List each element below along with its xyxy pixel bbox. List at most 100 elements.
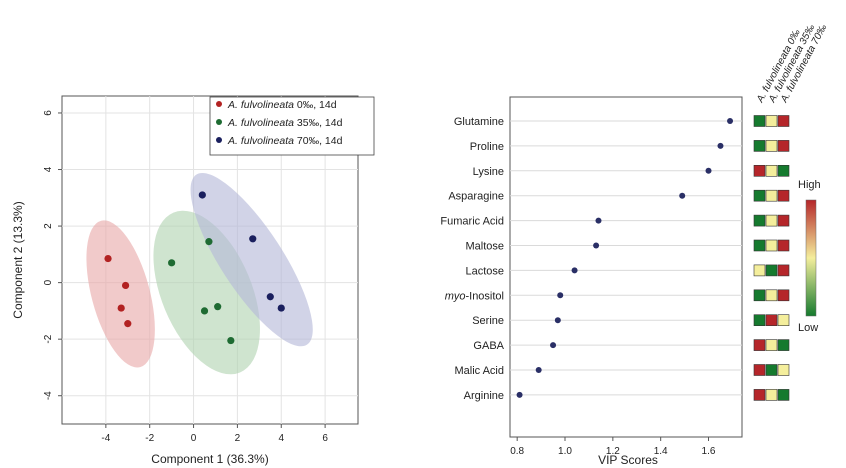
heatmap-cell bbox=[765, 339, 778, 351]
vip-point bbox=[727, 118, 734, 124]
legend-entry: A. fulvolineata 0‰, 14d bbox=[227, 99, 337, 111]
legend-entry: A. fulvolineata 70‰, 14d bbox=[227, 135, 343, 147]
heatmap-cell bbox=[765, 364, 778, 376]
vip-point bbox=[554, 317, 561, 324]
confidence-ellipse bbox=[190, 172, 313, 347]
metabolite-label: Arginine bbox=[464, 390, 504, 402]
heatmap-cell bbox=[753, 364, 766, 376]
legend-marker bbox=[216, 101, 222, 107]
metabolite-label: Glutamine bbox=[454, 116, 504, 128]
data-point bbox=[227, 336, 235, 345]
colorbar-gradient bbox=[805, 199, 817, 317]
legend-box bbox=[209, 96, 375, 156]
vip-point bbox=[705, 167, 712, 174]
x-tick-label: -2 bbox=[145, 433, 154, 444]
pca-panel: -4 -2 0 2 4 6 -4 -2 0 2 4 6 Component 1 (36.3%) Co… bbox=[11, 95, 375, 466]
vip-x-axis-label: VIP Scores bbox=[598, 453, 658, 467]
heatmap-cell bbox=[777, 214, 790, 227]
vip-point bbox=[557, 292, 564, 299]
vip-point bbox=[717, 142, 724, 149]
colorbar: High Low bbox=[798, 179, 821, 334]
data-point bbox=[121, 281, 130, 290]
heatmap-cell bbox=[753, 214, 766, 227]
heatmap-cell bbox=[753, 140, 766, 152]
x-tick-label: 1.6 bbox=[702, 446, 716, 457]
data-point bbox=[205, 238, 213, 246]
heatmap-cell bbox=[777, 389, 790, 401]
data-point bbox=[214, 303, 222, 311]
heatmap-cell bbox=[777, 264, 790, 277]
y-tick-label: 0 bbox=[43, 279, 54, 285]
vip-plot-area bbox=[509, 96, 743, 438]
data-point bbox=[104, 254, 112, 263]
vip-rows: Glutamine Proline Lysine Asparagine Fumaric … bbox=[440, 116, 742, 402]
metabolite-label: Lysine bbox=[473, 166, 504, 178]
vip-point bbox=[595, 217, 602, 224]
heatmap-cell bbox=[753, 189, 766, 202]
heatmap-cell bbox=[765, 289, 778, 302]
x-tick-label: 0 bbox=[191, 433, 197, 444]
heatmap-cell bbox=[753, 239, 766, 252]
heatmap-cell bbox=[753, 339, 766, 351]
pca-y-ticks: -4 -2 0 2 4 6 bbox=[43, 110, 62, 400]
vip-x-ticks: 0.8 1.0 1.2 1.4 1.6 bbox=[510, 437, 716, 457]
y-tick-label: -2 bbox=[43, 334, 54, 343]
heatmap-cell bbox=[777, 339, 790, 351]
x-tick-label: -4 bbox=[101, 433, 110, 444]
heatmap-cell bbox=[777, 165, 790, 177]
pca-x-ticks: -4 -2 0 2 4 6 bbox=[101, 424, 328, 444]
heatmap-cell bbox=[753, 115, 766, 127]
heatmap-cell bbox=[777, 289, 790, 302]
vip-point bbox=[535, 367, 542, 373]
heatmap-cell bbox=[765, 389, 778, 401]
x-tick-label: 2 bbox=[235, 433, 241, 444]
colorbar-high-label: High bbox=[798, 179, 821, 191]
metabolite-label: Lactose bbox=[465, 265, 504, 277]
vip-point bbox=[571, 267, 578, 274]
metabolite-label: Maltose bbox=[465, 241, 504, 253]
metabolite-label: Serine bbox=[472, 315, 504, 327]
heatmap-cell bbox=[753, 389, 766, 401]
y-tick-label: 4 bbox=[43, 166, 54, 172]
y-tick-label: -4 bbox=[43, 391, 54, 400]
data-point bbox=[168, 259, 176, 267]
heatmap-cell bbox=[777, 140, 790, 152]
pca-x-axis-label: Component 1 (36.3%) bbox=[151, 452, 268, 466]
heatmap-cell bbox=[765, 314, 778, 327]
data-point bbox=[117, 304, 125, 312]
vip-point bbox=[593, 242, 600, 249]
x-tick-label: 1.4 bbox=[654, 446, 668, 457]
heatmap-cell bbox=[765, 264, 778, 277]
data-point bbox=[277, 304, 285, 312]
metabolite-label: Proline bbox=[470, 141, 504, 153]
heatmap-cell bbox=[765, 115, 778, 127]
heatmap-cell bbox=[753, 289, 766, 302]
data-point bbox=[266, 293, 274, 301]
heatmap-cell bbox=[753, 314, 766, 327]
data-point bbox=[124, 320, 132, 328]
heatmap-cell bbox=[765, 239, 778, 252]
x-tick-label: 1.0 bbox=[558, 446, 572, 457]
vip-point bbox=[679, 192, 686, 199]
metabolite-label: Malic Acid bbox=[454, 365, 504, 377]
metabolite-label: Fumaric Acid bbox=[440, 216, 504, 228]
data-point bbox=[249, 235, 257, 243]
heatmap-cell bbox=[753, 165, 766, 177]
legend-marker bbox=[216, 119, 222, 125]
data-point bbox=[198, 191, 206, 199]
x-tick-label: 4 bbox=[278, 433, 284, 444]
heatmap-cell bbox=[765, 140, 778, 152]
y-tick-label: 2 bbox=[43, 223, 54, 229]
heatmap-column-labels: A. fulvolineata 0‰A. fulvolineata 35‰A. … bbox=[754, 23, 829, 106]
heatmap-cell bbox=[765, 189, 778, 202]
heatmap-cell bbox=[777, 189, 790, 202]
heatmap-cell bbox=[753, 264, 766, 277]
x-tick-label: 0.8 bbox=[510, 446, 524, 457]
vip-point bbox=[516, 391, 523, 398]
x-tick-label: 6 bbox=[322, 433, 328, 444]
heatmap-cell bbox=[765, 165, 778, 177]
legend-marker bbox=[216, 137, 222, 143]
pca-y-axis-label: Component 2 (13.3%) bbox=[11, 201, 25, 318]
metabolite-label: myo-Inositol bbox=[445, 290, 504, 302]
